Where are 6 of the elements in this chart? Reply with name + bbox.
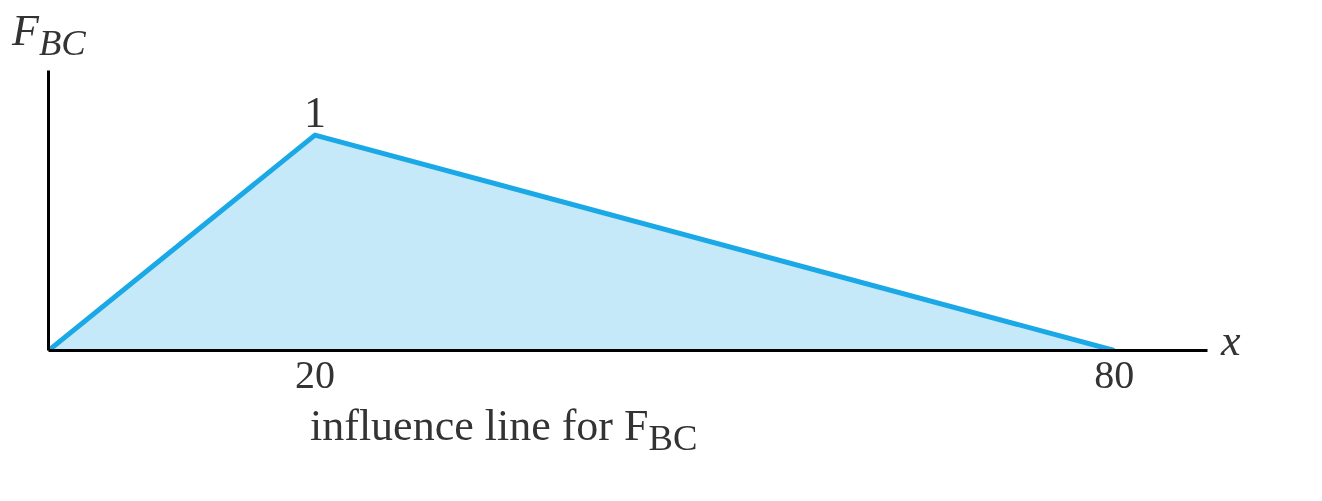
- y-axis-title: F$_{BC}$: [12, 6, 86, 63]
- x-axis-title: x: [1221, 316, 1241, 365]
- text: influence line for F$_{BC}$: [310, 401, 698, 458]
- data-label: 1: [303, 88, 326, 138]
- x-tick-label: 20: [294, 351, 335, 397]
- x-tick-label: 80: [1094, 351, 1135, 397]
